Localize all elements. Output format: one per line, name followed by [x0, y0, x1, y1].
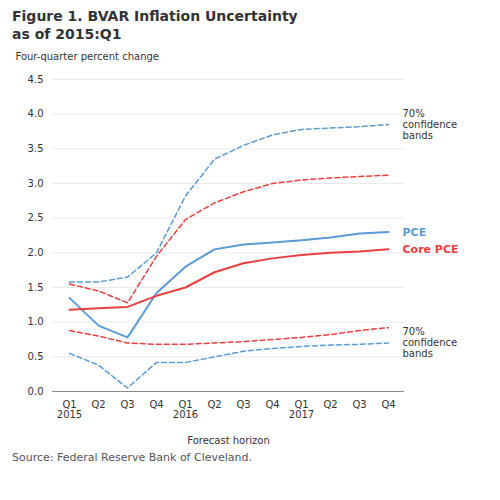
- svg-text:Q12015: Q12015: [57, 399, 82, 420]
- svg-text:0.0: 0.0: [28, 386, 44, 397]
- svg-text:Q3: Q3: [120, 399, 134, 410]
- svg-text:70%confidencebands: 70%confidencebands: [403, 326, 458, 359]
- svg-text:Four-quarter percent change: Four-quarter percent change: [16, 51, 160, 62]
- svg-text:Q2: Q2: [323, 399, 337, 410]
- svg-text:Q4: Q4: [265, 399, 279, 410]
- svg-text:3.5: 3.5: [28, 143, 44, 154]
- svg-text:Q12016: Q12016: [173, 399, 198, 420]
- svg-text:2.5: 2.5: [28, 212, 44, 223]
- svg-text:70%confidencebands: 70%confidencebands: [403, 108, 458, 141]
- svg-text:0.5: 0.5: [28, 351, 44, 362]
- svg-text:1.0: 1.0: [28, 316, 44, 327]
- svg-text:Q12017: Q12017: [289, 399, 314, 420]
- svg-text:Q2: Q2: [91, 399, 105, 410]
- svg-text:2.0: 2.0: [28, 247, 44, 258]
- svg-text:4.5: 4.5: [28, 74, 44, 85]
- svg-text:Q4: Q4: [149, 399, 163, 410]
- svg-text:Q2: Q2: [207, 399, 221, 410]
- svg-text:4.0: 4.0: [28, 108, 44, 119]
- svg-text:Q3: Q3: [236, 399, 250, 410]
- svg-text:Q3: Q3: [352, 399, 366, 410]
- svg-text:Core PCE: Core PCE: [403, 243, 459, 256]
- svg-text:Q4: Q4: [381, 399, 395, 410]
- html-text:Figure 1. BVAR Inflation Uncer: Figure 1. BVAR Inflation Uncertainty as …: [12, 8, 298, 42]
- svg-text:3.0: 3.0: [28, 178, 44, 189]
- svg-text:Forecast horizon: Forecast horizon: [187, 435, 270, 446]
- svg-text:1.5: 1.5: [28, 282, 44, 293]
- svg-text:PCE: PCE: [403, 226, 427, 239]
- html-text:Source: Federal Reserve Bank o: Source: Federal Reserve Bank of Clevelan…: [12, 451, 252, 464]
